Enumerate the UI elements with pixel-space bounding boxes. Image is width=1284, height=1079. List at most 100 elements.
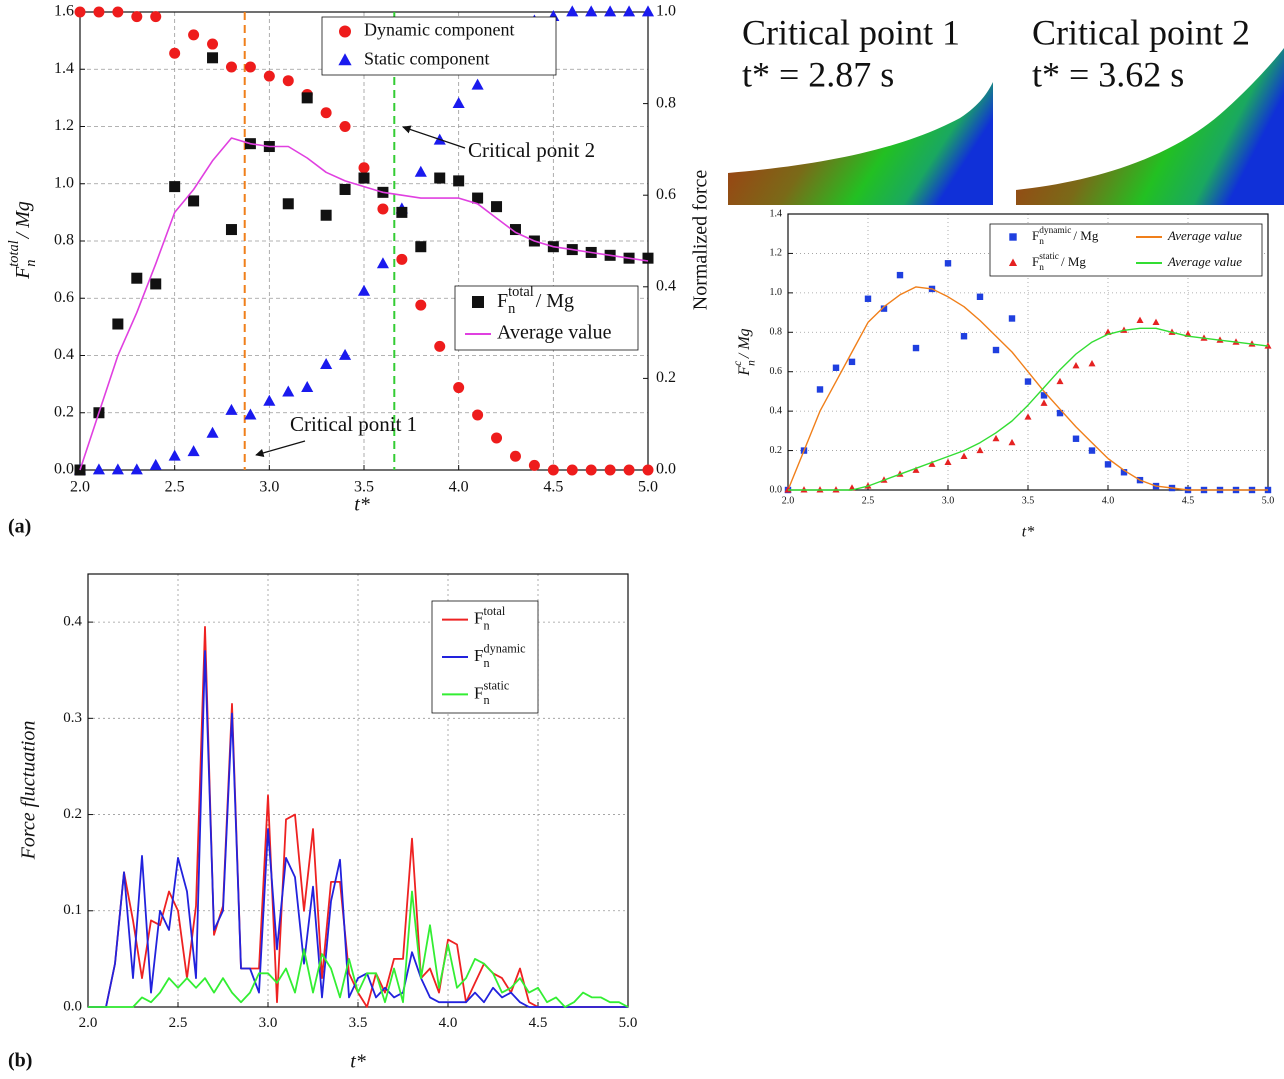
x-tick-label: 2.0 [79, 1015, 98, 1031]
x-tick-label: 4.0 [1102, 495, 1115, 506]
x-tick-label: 2.5 [165, 478, 185, 495]
x-tick-label: 4.5 [543, 478, 563, 495]
point [207, 38, 219, 50]
point [976, 293, 984, 300]
y-tick-label: 1.0 [54, 174, 74, 191]
y-tick-label: 1.2 [770, 248, 783, 259]
point [169, 181, 181, 193]
point [188, 29, 200, 41]
y-tick-label: 1.6 [54, 3, 74, 20]
point [244, 408, 257, 420]
y-tick-label: 1.0 [770, 287, 783, 298]
x-tick-label: 4.0 [439, 1015, 458, 1031]
point [150, 278, 162, 290]
annotation: Critical ponit 2 [468, 138, 595, 162]
point [453, 382, 465, 394]
point [585, 5, 598, 17]
point [1040, 399, 1048, 406]
x-tick-label: 5.0 [619, 1015, 638, 1031]
point [206, 426, 219, 438]
point [623, 5, 636, 17]
y-tick-label: 0.2 [770, 445, 783, 456]
y2-tick-label: 1.0 [656, 3, 676, 20]
annotation-arrow [402, 125, 466, 149]
point [816, 386, 824, 393]
x-axis-title: t* [354, 494, 370, 516]
point [415, 299, 427, 311]
point [320, 358, 333, 370]
legend-swatch [1009, 233, 1017, 241]
legend-label: Fntotal / Mg [497, 284, 574, 317]
text-rest: / Mg [12, 201, 34, 239]
point [960, 452, 968, 460]
point [642, 464, 654, 476]
snapshot-title: Critical point 2 [1032, 12, 1250, 52]
y-tick-label: 0.6 [54, 289, 74, 306]
text-sup: static [483, 678, 509, 692]
text-base: F [474, 683, 483, 702]
text-sup: total [508, 284, 534, 300]
snapshot-time: t* = 2.87 s [742, 54, 894, 94]
plot-frame [787, 213, 1269, 491]
x-tick-label: 4.5 [1182, 495, 1195, 506]
y-tick-label: 0.2 [54, 403, 74, 420]
plot-frame [87, 573, 629, 1008]
point [641, 5, 655, 17]
y-tick-label: 0.6 [770, 366, 783, 377]
point [244, 61, 256, 73]
text-sup: c [731, 361, 743, 366]
y-tick-label: 0.0 [63, 998, 82, 1014]
point [434, 340, 446, 352]
point [992, 434, 1000, 442]
x-axis-title: t* [350, 1051, 366, 1073]
text-sub: n [1039, 263, 1044, 273]
text-base: F [1032, 228, 1039, 243]
point [1024, 413, 1032, 420]
point [187, 445, 200, 457]
point [339, 348, 352, 360]
point [832, 364, 840, 371]
text-sup: dynamic [1039, 226, 1071, 236]
point [604, 5, 617, 17]
point [912, 344, 920, 352]
point [131, 272, 143, 284]
y2-axis-title: Normalized force [690, 170, 712, 311]
x-tick-label: 3.0 [259, 478, 279, 495]
legend-box [454, 285, 639, 351]
y-tick-label: 0.0 [770, 484, 783, 495]
text-base: F [1032, 254, 1039, 269]
legend-label: Fndynamic / Mg [1032, 226, 1099, 247]
point [282, 385, 295, 397]
point [112, 6, 124, 18]
point [415, 241, 427, 253]
y-tick-label: 0.0 [54, 461, 74, 478]
point [74, 6, 86, 18]
x-tick-label: 3.0 [942, 495, 955, 506]
y-tick-label: 0.3 [63, 710, 82, 726]
point [150, 11, 162, 23]
point [472, 192, 484, 204]
legend-box [989, 223, 1263, 277]
y-tick-label: 1.4 [770, 208, 783, 219]
point [339, 183, 351, 195]
y-tick-label: 1.4 [54, 60, 74, 77]
panel-label: (b) [8, 1050, 32, 1072]
x-tick-label: 3.5 [354, 478, 374, 495]
point [112, 318, 124, 330]
series-line [787, 286, 1268, 491]
point [169, 47, 181, 59]
point [434, 172, 446, 184]
text-base: F [12, 266, 34, 280]
point [130, 463, 143, 475]
y-axis-title: Fnc / Mg [731, 328, 757, 376]
point [1152, 318, 1160, 325]
text-rest: / Mg [1073, 228, 1098, 243]
point [301, 92, 313, 104]
legend-label: Fnstatic [474, 678, 510, 706]
point [93, 6, 105, 18]
x-tick-label: 4.0 [449, 478, 469, 495]
text-sub: n [483, 656, 489, 670]
point [1008, 438, 1016, 446]
point [263, 70, 275, 82]
point [1088, 447, 1096, 454]
